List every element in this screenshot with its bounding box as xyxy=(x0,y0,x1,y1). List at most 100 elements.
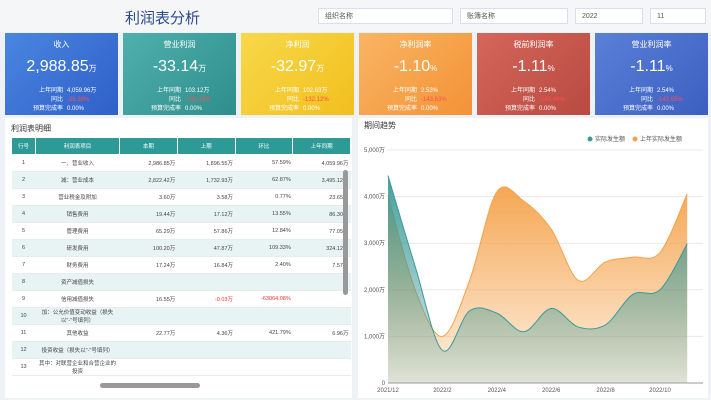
table-cell: 1,896.55万 xyxy=(177,154,235,172)
table-cell xyxy=(235,341,293,359)
table-cell: 12 xyxy=(11,341,36,359)
table-cell: 2,822.42万 xyxy=(119,171,178,189)
table-cell: 6.96万 xyxy=(292,324,351,342)
kpi-title: 净利润 xyxy=(285,40,310,49)
table-cell: 86.30万 xyxy=(292,205,351,223)
table-cell: 其他收益 xyxy=(35,324,120,342)
kpi-value-box: 2,988.85万 xyxy=(5,58,118,76)
kpi-row: 预算完成率 0.00% xyxy=(31,103,84,112)
kpi-row: 同比 -143.46% xyxy=(503,94,565,103)
kpi-value-box: -33.14万 xyxy=(123,58,236,76)
table-cell: 1,732.93万 xyxy=(177,171,235,189)
table-cell xyxy=(292,273,351,291)
kpi-row-label: 上年同期 xyxy=(628,88,653,94)
table-cell: 421.79% xyxy=(235,324,293,342)
y-tick-label: 0 xyxy=(382,381,386,387)
table-row: 2 减：营业成本 2,822.42万 1,732.93万 62.87% 3,495.12万 xyxy=(11,171,351,189)
kpi-unit: 万 xyxy=(198,64,207,73)
table-cell: 16.84万 xyxy=(177,256,235,274)
kpi-row: 同比 -132.13% xyxy=(149,94,211,103)
table-cell: 信用减值损失 xyxy=(35,290,120,308)
table-cell: 57.86万 xyxy=(177,222,235,240)
table-cell xyxy=(292,341,351,359)
kpi-row-label: 预算完成率 xyxy=(504,106,535,112)
chart-title: 期间趋势 xyxy=(364,120,396,130)
table-cell xyxy=(177,273,235,291)
table-cell: 12.84% xyxy=(235,222,293,240)
kpi-value: 2,988.85 xyxy=(26,58,89,75)
kpi-row-value: 0.00% xyxy=(421,106,439,112)
line xyxy=(387,186,688,337)
kpi-unit: 万 xyxy=(88,64,97,73)
x-tick-label: 2022/6 xyxy=(542,388,561,394)
kpi-row: 同比 -26.38% xyxy=(31,94,89,103)
filter[interactable]: 账簿名称 xyxy=(460,8,568,24)
table-cell xyxy=(177,307,235,325)
kpi-unit: % xyxy=(430,64,438,73)
area xyxy=(388,175,688,383)
table-cell: 研发费用 xyxy=(35,239,120,257)
table-cell xyxy=(292,358,351,376)
kpi-row-value: 0.00% xyxy=(185,106,203,112)
table-cell: 109.33% xyxy=(235,239,293,257)
kpi-row-value: -132.12% xyxy=(303,97,329,103)
table-cell xyxy=(119,307,178,325)
y-tick-label: 4,000万 xyxy=(364,194,385,201)
table-cell: 5 xyxy=(11,222,36,240)
table-row: 9 信用减值损失 16.55万 -0.03万 -63064.08% xyxy=(11,290,351,308)
table-row: 12 投资收益（损失以"-"号填列） xyxy=(11,341,351,359)
filter[interactable]: 组织名称 xyxy=(318,8,453,24)
table-cell: 77.05万 xyxy=(292,222,351,240)
kpi-row: 上年同期 2.54% xyxy=(621,85,674,94)
page-title: 利润表分析 xyxy=(125,10,201,27)
filter[interactable]: 11 xyxy=(650,8,706,24)
table-cell xyxy=(177,341,235,359)
kpi-row: 预算完成率 0.00% xyxy=(385,103,438,112)
kpi-row-value: -143.46% xyxy=(539,97,565,103)
column-header: 本期 xyxy=(119,137,178,155)
kpi-value-box: -1.11% xyxy=(595,58,708,76)
scrollbar[interactable] xyxy=(343,170,348,295)
kpi-row-value: 4,059.96万 xyxy=(67,88,97,94)
table-cell: 加：公允价值变动收益（损失以"-"号填列） xyxy=(35,307,120,325)
table-cell: 9 xyxy=(11,290,36,308)
column-header: 利润表项目 xyxy=(35,137,120,155)
kpi-row-value: 103.12万 xyxy=(185,88,210,94)
table-cell: 营业税金及附加 xyxy=(35,188,120,206)
table-cell xyxy=(119,358,178,376)
table-cell: 6 xyxy=(11,239,36,257)
kpi-card: 营业利润 -33.14万 上年同期 103.12万 同比 -132.13% 预算完成率 0.0… xyxy=(123,33,236,115)
table-cell: 其中：对联营企业和合营企业的投资 xyxy=(35,358,120,376)
chart: 期间趋势 0 1,000万 2,000万 3,000万 4,000万 5,000万 2021… xyxy=(364,120,703,394)
filter[interactable]: 2022 xyxy=(575,8,643,24)
table-cell: 13.55% xyxy=(235,205,293,223)
kpi-row-label: 预算完成率 xyxy=(32,106,63,112)
table-row: 13 其中：对联营企业和合营企业的投资 xyxy=(11,358,351,376)
legend-label: 实际发生额 xyxy=(595,135,625,143)
table-cell: 一、营业收入 xyxy=(35,154,120,172)
table-cell: -0.03万 xyxy=(177,290,235,308)
kpi-row-label: 预算完成率 xyxy=(268,106,299,112)
table-cell: 财务费用 xyxy=(35,256,120,274)
table-cell: 13 xyxy=(11,358,36,376)
kpi-row-label: 同比 xyxy=(640,97,653,103)
kpi-row-label: 预算完成率 xyxy=(386,106,417,112)
scrollbar[interactable] xyxy=(100,383,200,388)
kpi-row-value: 0.00% xyxy=(67,106,85,112)
table-cell: 资产减值损失 xyxy=(35,273,120,291)
column-header: 行号 xyxy=(11,137,36,155)
table-row: 3 营业税金及附加 3.60万 3.58万 0.77% 23.65万 xyxy=(11,188,351,206)
table-cell: 19.44万 xyxy=(119,205,178,223)
table-cell: 57.59% xyxy=(235,154,293,172)
kpi-row: 上年同期 2.54% xyxy=(503,85,556,94)
kpi-unit: % xyxy=(665,64,673,73)
table-cell: 17.12万 xyxy=(177,205,235,223)
kpi-unit: 万 xyxy=(316,64,325,73)
kpi-title: 税前利润率 xyxy=(513,40,554,49)
kpi-value: -1.11 xyxy=(630,58,666,75)
table-row: 5 管理费用 65.29万 57.86万 12.84% 77.05万 xyxy=(11,222,351,240)
column-header: 环比 xyxy=(234,137,294,155)
x-tick-label: 2022/2 xyxy=(433,388,452,394)
chart-panel: 期间趋势 0 1,000万 2,000万 3,000万 4,000万 5,000万 2021… xyxy=(358,118,708,398)
